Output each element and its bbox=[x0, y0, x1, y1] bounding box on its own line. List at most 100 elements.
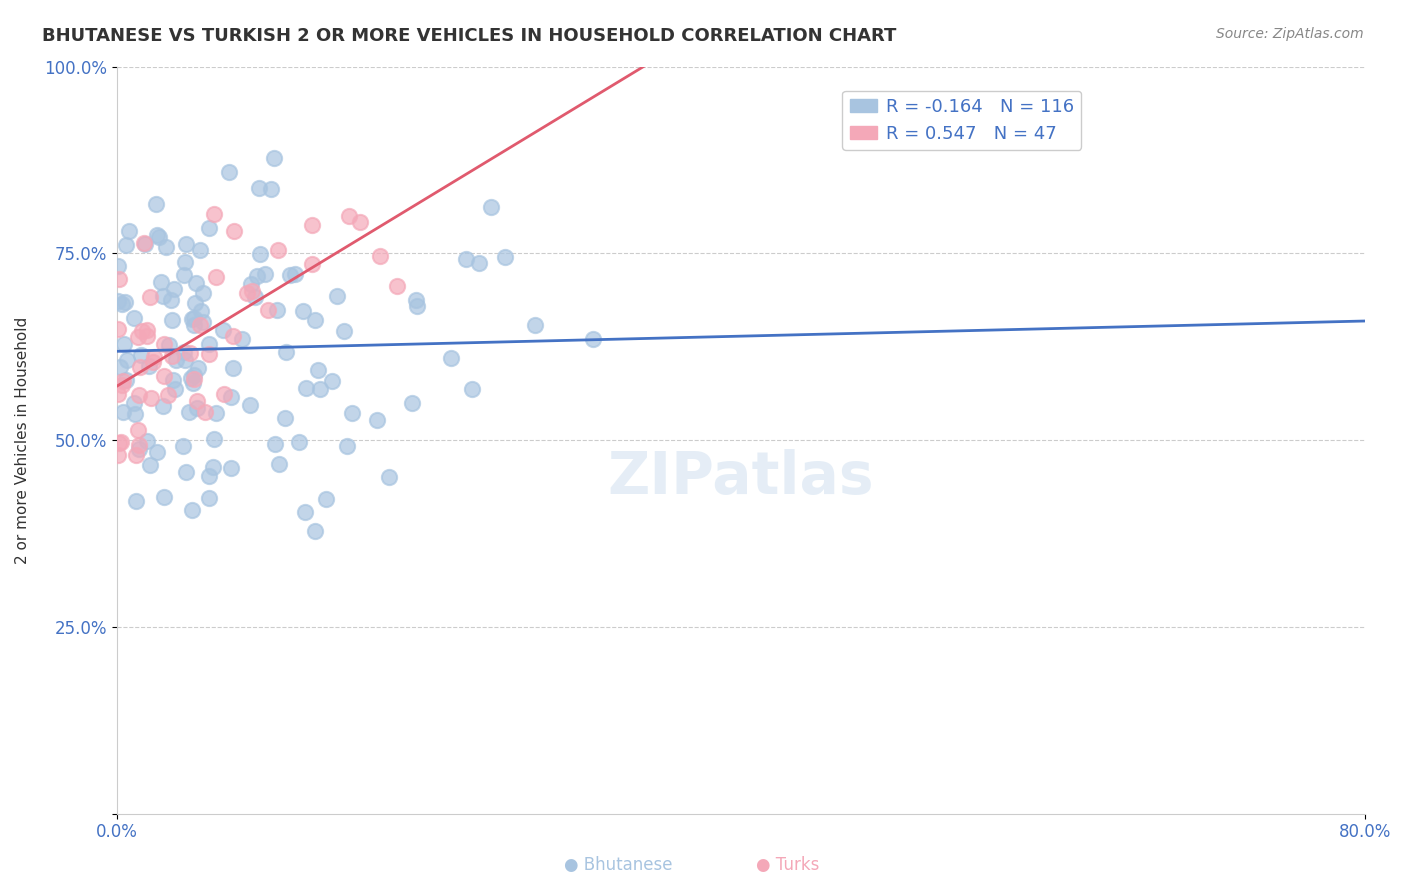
Point bbox=[219, 390, 242, 404]
Point bbox=[186, 277, 208, 291]
Point bbox=[174, 352, 197, 367]
Point bbox=[180, 311, 202, 326]
Point bbox=[405, 299, 427, 313]
Point bbox=[211, 323, 233, 337]
Point bbox=[173, 268, 195, 282]
Point bbox=[460, 382, 482, 396]
Point bbox=[269, 457, 291, 471]
Point bbox=[131, 348, 153, 362]
Point bbox=[198, 491, 221, 505]
Point bbox=[153, 369, 176, 384]
Point bbox=[366, 413, 388, 427]
Point bbox=[107, 294, 129, 309]
Point bbox=[142, 350, 165, 364]
Point bbox=[340, 406, 363, 420]
Point bbox=[181, 376, 204, 390]
Point bbox=[186, 393, 208, 408]
Point bbox=[127, 423, 149, 437]
Point bbox=[177, 405, 200, 419]
Point bbox=[246, 268, 269, 283]
Point bbox=[157, 338, 180, 352]
Point bbox=[236, 285, 259, 300]
Point bbox=[146, 444, 169, 458]
Point bbox=[155, 239, 177, 253]
Point bbox=[114, 295, 136, 310]
Point bbox=[205, 406, 228, 420]
Point bbox=[111, 297, 134, 311]
Point bbox=[148, 230, 170, 244]
Point bbox=[349, 215, 371, 229]
Point bbox=[205, 270, 228, 285]
Point bbox=[125, 494, 148, 508]
Point bbox=[405, 293, 427, 307]
Point bbox=[108, 272, 131, 286]
Point bbox=[160, 293, 183, 307]
Point bbox=[291, 304, 314, 318]
Point bbox=[180, 503, 202, 517]
Point bbox=[122, 395, 145, 409]
Point bbox=[152, 288, 174, 302]
Point bbox=[218, 165, 240, 179]
Point bbox=[278, 268, 301, 282]
Point bbox=[145, 197, 167, 211]
Point bbox=[112, 405, 135, 419]
Point bbox=[247, 180, 270, 194]
Point bbox=[152, 337, 174, 351]
Point bbox=[115, 352, 138, 367]
Point bbox=[202, 432, 225, 446]
Point bbox=[198, 220, 221, 235]
Point bbox=[267, 243, 290, 257]
Point bbox=[202, 459, 225, 474]
Point bbox=[139, 290, 162, 304]
Point bbox=[294, 381, 316, 395]
Point bbox=[142, 355, 165, 369]
Point bbox=[440, 351, 463, 365]
Point bbox=[160, 313, 183, 327]
Point bbox=[107, 322, 129, 336]
Point bbox=[454, 252, 477, 267]
Point bbox=[190, 303, 212, 318]
Point bbox=[162, 373, 184, 387]
Point bbox=[183, 318, 205, 332]
Point bbox=[128, 360, 150, 375]
Point bbox=[188, 244, 211, 258]
Text: ZIPatlas: ZIPatlas bbox=[607, 449, 875, 506]
Point bbox=[115, 373, 138, 387]
Point bbox=[260, 182, 283, 196]
Point bbox=[301, 218, 323, 232]
Point bbox=[150, 275, 173, 289]
Point bbox=[198, 469, 221, 483]
Text: BHUTANESE VS TURKISH 2 OR MORE VEHICLES IN HOUSEHOLD CORRELATION CHART: BHUTANESE VS TURKISH 2 OR MORE VEHICLES … bbox=[42, 27, 897, 45]
Point bbox=[108, 359, 131, 374]
Point bbox=[146, 227, 169, 242]
Point bbox=[138, 359, 160, 374]
Point bbox=[152, 490, 174, 504]
Point bbox=[183, 311, 205, 326]
Point bbox=[173, 344, 195, 359]
Point bbox=[141, 391, 163, 405]
Point bbox=[194, 405, 217, 419]
Point bbox=[231, 332, 253, 346]
Point bbox=[110, 434, 132, 449]
Text: Source: ZipAtlas.com: Source: ZipAtlas.com bbox=[1216, 27, 1364, 41]
Point bbox=[304, 524, 326, 538]
Point bbox=[108, 435, 131, 450]
Point bbox=[125, 448, 148, 462]
Point bbox=[288, 435, 311, 450]
Point bbox=[222, 224, 245, 238]
Y-axis label: 2 or more Vehicles in Household: 2 or more Vehicles in Household bbox=[15, 317, 30, 564]
Point bbox=[163, 282, 186, 296]
Point bbox=[274, 411, 297, 425]
Point bbox=[173, 255, 195, 269]
Text: ● Bhutanese: ● Bhutanese bbox=[564, 856, 673, 874]
Point bbox=[139, 458, 162, 473]
Point bbox=[212, 387, 235, 401]
Point bbox=[127, 330, 149, 344]
Point bbox=[378, 470, 401, 484]
Point bbox=[107, 259, 129, 273]
Point bbox=[387, 278, 409, 293]
Point bbox=[222, 329, 245, 343]
Point bbox=[134, 236, 156, 251]
Point bbox=[188, 318, 211, 333]
Point bbox=[239, 398, 262, 412]
